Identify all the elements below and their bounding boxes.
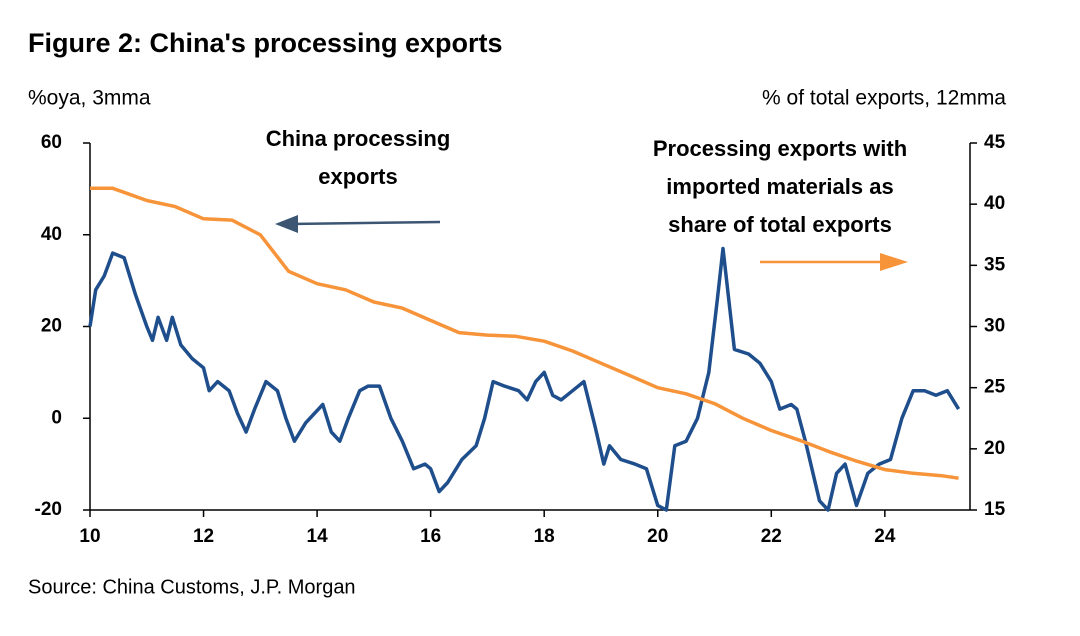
x-tick-label: 12: [193, 526, 214, 547]
annotation: exports: [318, 164, 397, 189]
x-tick-label: 18: [534, 526, 555, 547]
arrow: [289, 220, 441, 226]
y2-tick-label: 35: [984, 254, 1006, 275]
series-line: [90, 186, 959, 480]
y2-tick-label: 40: [984, 193, 1005, 214]
x-tick-label: 22: [761, 526, 782, 547]
annotation: China processing: [266, 126, 451, 151]
y2-tick-label: 20: [984, 438, 1005, 459]
y-tick-label: 0: [51, 407, 62, 428]
y2-tick-label: 30: [984, 316, 1005, 337]
y2-tick-label: 25: [984, 377, 1006, 398]
annotation: imported materials as: [666, 174, 893, 199]
source: Source: China Customs, J.P. Morgan: [28, 576, 356, 598]
y2-tick-label: 45: [984, 132, 1006, 153]
arrow-head: [880, 253, 908, 271]
y2-axis-label: % of total exports, 12mma: [762, 87, 1006, 110]
series-line: [88, 246, 961, 512]
x-tick-label: 10: [79, 526, 100, 547]
y-tick-label: 60: [41, 132, 62, 153]
y-tick-label: 40: [41, 224, 62, 245]
y-axis-label: %oya, 3mma: [28, 87, 151, 110]
arrow-head: [275, 215, 298, 233]
annotation: share of total exports: [668, 212, 892, 237]
x-tick-label: 20: [647, 526, 668, 547]
chart-title: Figure 2: China's processing exports: [28, 28, 503, 58]
y2-tick-label: 15: [984, 499, 1006, 520]
x-tick-label: 24: [874, 526, 896, 547]
x-tick-label: 14: [307, 526, 329, 547]
y-tick-label: 20: [41, 316, 62, 337]
x-tick-label: 16: [420, 526, 441, 547]
y-tick-label: -20: [35, 499, 62, 520]
annotation: Processing exports with: [653, 136, 907, 161]
